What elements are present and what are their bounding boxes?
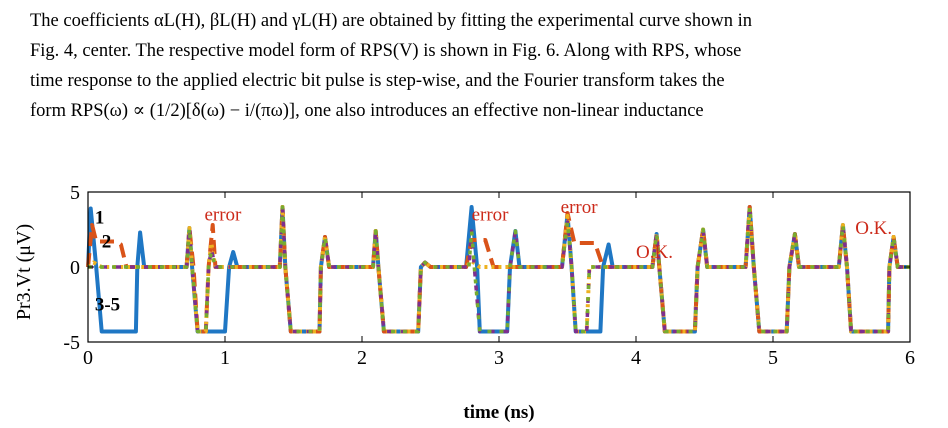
paragraph-line: form RPS(ω) ∝ (1/2)[δ(ω) − i/(πω)], one …	[30, 101, 704, 121]
y-tick-label: 0	[70, 257, 80, 279]
y-tick-label: -5	[63, 332, 80, 354]
x-tick-label: 2	[357, 347, 367, 369]
annotation-label: O.K.	[636, 242, 673, 263]
paragraph-line: time response to the applied electric bi…	[30, 71, 725, 91]
annotation-label: O.K.	[855, 218, 892, 239]
y-tick-label: 5	[70, 182, 80, 204]
series-line-4	[88, 205, 910, 334]
x-tick-label: 0	[83, 347, 93, 369]
body-paragraph: The coefficients αL(H), βL(H) and γL(H) …	[30, 6, 920, 126]
annotation-label: error	[472, 205, 510, 226]
annotation-label: error	[204, 205, 242, 226]
series-label: 3-5	[95, 295, 120, 316]
series-label: 2	[102, 232, 112, 253]
paragraph-line: The coefficients αL(H), βL(H) and γL(H) …	[30, 11, 752, 31]
annotation-label: error	[561, 197, 599, 218]
x-tick-label: 6	[905, 347, 915, 369]
x-axis-label: time (ns)	[463, 402, 534, 423]
paragraph-line: Fig. 4, center. The respective model for…	[30, 41, 742, 61]
y-axis-label: Pr3.Vt (μV)	[13, 224, 35, 320]
x-tick-label: 5	[768, 347, 778, 369]
x-tick-label: 1	[220, 347, 230, 369]
x-tick-label: 4	[631, 347, 641, 369]
x-tick-label: 3	[494, 347, 504, 369]
series-label: 1	[95, 208, 105, 229]
